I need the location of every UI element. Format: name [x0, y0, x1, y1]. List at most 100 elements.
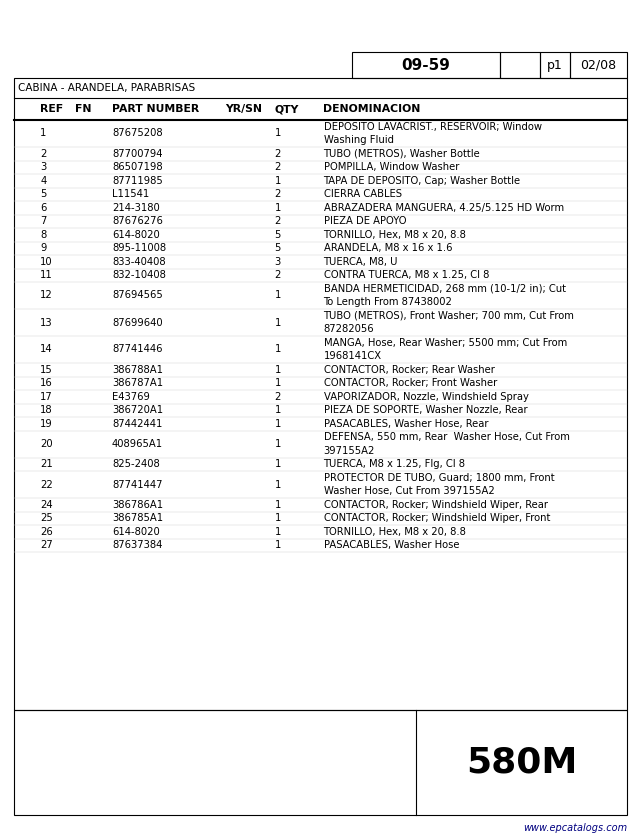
Text: 26: 26 — [40, 527, 53, 537]
Text: 386788A1: 386788A1 — [112, 365, 163, 375]
Text: 5: 5 — [40, 189, 47, 199]
Text: E43769: E43769 — [112, 391, 150, 402]
Text: 214-3180: 214-3180 — [112, 202, 160, 213]
Text: 19: 19 — [40, 419, 53, 428]
Text: 1: 1 — [274, 480, 281, 490]
Text: 895-11008: 895-11008 — [112, 244, 166, 253]
Text: 1: 1 — [274, 527, 281, 537]
Text: 1: 1 — [274, 291, 281, 301]
Text: 87741446: 87741446 — [112, 344, 163, 354]
Text: 1: 1 — [40, 129, 47, 139]
Text: 25: 25 — [40, 513, 53, 523]
Text: 87711985: 87711985 — [112, 176, 163, 186]
Text: 1: 1 — [274, 344, 281, 354]
Text: BANDA HERMETICIDAD, 268 mm (10-1/2 in); Cut: BANDA HERMETICIDAD, 268 mm (10-1/2 in); … — [324, 284, 565, 294]
Text: 20: 20 — [40, 439, 53, 449]
Text: 386720A1: 386720A1 — [112, 405, 163, 415]
Text: 386787A1: 386787A1 — [112, 378, 163, 388]
Text: CONTACTOR, Rocker; Rear Washer: CONTACTOR, Rocker; Rear Washer — [324, 365, 494, 375]
Bar — [500, 52, 540, 78]
Text: 9: 9 — [40, 244, 47, 253]
Text: CONTACTOR, Rocker; Windshield Wiper, Rear: CONTACTOR, Rocker; Windshield Wiper, Rea… — [324, 500, 547, 510]
Text: PIEZA DE SOPORTE, Washer Nozzle, Rear: PIEZA DE SOPORTE, Washer Nozzle, Rear — [324, 405, 527, 415]
Bar — [540, 52, 570, 78]
Text: PASACABLES, Washer Hose, Rear: PASACABLES, Washer Hose, Rear — [324, 419, 488, 428]
Text: 1: 1 — [274, 405, 281, 415]
Text: 832-10408: 832-10408 — [112, 270, 166, 281]
Text: 2: 2 — [274, 391, 281, 402]
Text: FN: FN — [75, 104, 92, 114]
Text: MANGA, Hose, Rear Washer; 5500 mm; Cut From: MANGA, Hose, Rear Washer; 5500 mm; Cut F… — [324, 338, 567, 348]
Text: REF: REF — [40, 104, 63, 114]
Text: 386786A1: 386786A1 — [112, 500, 163, 510]
Text: DEFENSA, 550 mm, Rear  Washer Hose, Cut From: DEFENSA, 550 mm, Rear Washer Hose, Cut F… — [324, 433, 569, 442]
Text: 16: 16 — [40, 378, 53, 388]
Text: TUERCA, M8 x 1.25, Flg, CI 8: TUERCA, M8 x 1.25, Flg, CI 8 — [324, 459, 465, 470]
Text: 87694565: 87694565 — [112, 291, 163, 301]
Text: 833-40408: 833-40408 — [112, 257, 165, 267]
Text: 1: 1 — [274, 459, 281, 470]
Text: 87676276: 87676276 — [112, 216, 163, 226]
Text: 3: 3 — [40, 162, 47, 172]
Bar — [14, 78, 627, 710]
Text: Washing Fluid: Washing Fluid — [324, 135, 394, 145]
Text: 87741447: 87741447 — [112, 480, 163, 490]
Text: 24: 24 — [40, 500, 53, 510]
Text: 580M: 580M — [466, 746, 577, 780]
Text: CIERRA CABLES: CIERRA CABLES — [324, 189, 401, 199]
Bar — [570, 52, 627, 78]
Text: ARANDELA, M8 x 16 x 1.6: ARANDELA, M8 x 16 x 1.6 — [324, 244, 452, 253]
Text: POMPILLA, Window Washer: POMPILLA, Window Washer — [324, 162, 459, 172]
Text: DEPOSITO LAVACRIST., RESERVOIR; Window: DEPOSITO LAVACRIST., RESERVOIR; Window — [324, 122, 542, 132]
Bar — [352, 52, 500, 78]
Text: 397155A2: 397155A2 — [324, 446, 375, 456]
Text: 1: 1 — [274, 318, 281, 328]
Text: QTY: QTY — [274, 104, 299, 114]
Text: 7: 7 — [40, 216, 47, 226]
Text: 614-8020: 614-8020 — [112, 230, 160, 239]
Text: 8: 8 — [40, 230, 47, 239]
Text: 1: 1 — [274, 129, 281, 139]
Text: TUBO (METROS), Front Washer; 700 mm, Cut From: TUBO (METROS), Front Washer; 700 mm, Cut… — [324, 311, 574, 321]
Text: www.epcatalogs.com: www.epcatalogs.com — [523, 823, 627, 833]
Text: TAPA DE DEPOSITO, Cap; Washer Bottle: TAPA DE DEPOSITO, Cap; Washer Bottle — [324, 176, 520, 186]
Text: 408965A1: 408965A1 — [112, 439, 163, 449]
Text: CONTACTOR, Rocker; Windshield Wiper, Front: CONTACTOR, Rocker; Windshield Wiper, Fro… — [324, 513, 550, 523]
Text: 2: 2 — [274, 270, 281, 281]
Text: 2: 2 — [274, 149, 281, 159]
Text: 3: 3 — [274, 257, 281, 267]
Text: VAPORIZADOR, Nozzle, Windshield Spray: VAPORIZADOR, Nozzle, Windshield Spray — [324, 391, 528, 402]
Text: YR/SN: YR/SN — [226, 104, 262, 114]
Text: 5: 5 — [274, 230, 281, 239]
Text: 1: 1 — [274, 500, 281, 510]
Text: 15: 15 — [40, 365, 53, 375]
Text: 02/08: 02/08 — [581, 59, 617, 71]
Text: TORNILLO, Hex, M8 x 20, 8.8: TORNILLO, Hex, M8 x 20, 8.8 — [324, 527, 467, 537]
Bar — [14, 710, 627, 815]
Text: PART NUMBER: PART NUMBER — [112, 104, 199, 114]
Text: 87700794: 87700794 — [112, 149, 163, 159]
Text: L11541: L11541 — [112, 189, 149, 199]
Text: 825-2408: 825-2408 — [112, 459, 160, 470]
Text: 1: 1 — [274, 540, 281, 550]
Text: TUBO (METROS), Washer Bottle: TUBO (METROS), Washer Bottle — [324, 149, 480, 159]
Text: PASACABLES, Washer Hose: PASACABLES, Washer Hose — [324, 540, 459, 550]
Text: p1: p1 — [547, 59, 563, 71]
Text: 2: 2 — [274, 189, 281, 199]
Text: 4: 4 — [40, 176, 47, 186]
Text: 09-59: 09-59 — [401, 57, 451, 72]
Text: 12: 12 — [40, 291, 53, 301]
Text: 1: 1 — [274, 439, 281, 449]
Text: 1968141CX: 1968141CX — [324, 351, 381, 361]
Text: 1: 1 — [274, 378, 281, 388]
Text: CONTACTOR, Rocker; Front Washer: CONTACTOR, Rocker; Front Washer — [324, 378, 497, 388]
Text: TUERCA, M8, U: TUERCA, M8, U — [324, 257, 398, 267]
Text: 10: 10 — [40, 257, 53, 267]
Text: 13: 13 — [40, 318, 53, 328]
Text: 18: 18 — [40, 405, 53, 415]
Text: CABINA - ARANDELA, PARABRISAS: CABINA - ARANDELA, PARABRISAS — [18, 83, 196, 93]
Text: 2: 2 — [40, 149, 47, 159]
Text: 87699640: 87699640 — [112, 318, 163, 328]
Text: 21: 21 — [40, 459, 53, 470]
Text: 1: 1 — [274, 176, 281, 186]
